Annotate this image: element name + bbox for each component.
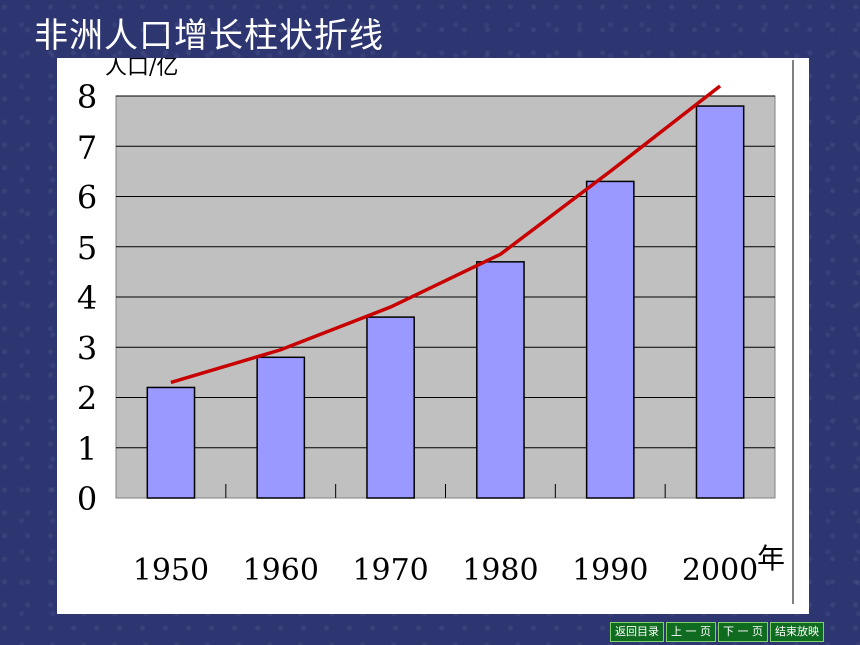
x-tick-label: 1970 xyxy=(352,553,428,588)
next-page-button[interactable]: 下 一 页 xyxy=(718,622,768,642)
end-show-button[interactable]: 结束放映 xyxy=(770,622,824,642)
y-tick-label: 0 xyxy=(77,480,97,518)
x-tick-label: 1960 xyxy=(243,553,319,588)
slide-title: 非洲人口增长柱状折线 xyxy=(34,16,384,56)
x-tick-label: 2000 xyxy=(682,553,758,588)
y-tick-label: 5 xyxy=(77,229,97,267)
y-tick-label: 1 xyxy=(77,430,97,468)
bar xyxy=(146,386,196,499)
x-tick-label: 1950 xyxy=(133,553,209,588)
y-tick-label: 3 xyxy=(77,329,97,367)
bar xyxy=(256,356,306,499)
x-tick-label: 1980 xyxy=(462,553,538,588)
y-tick-label: 4 xyxy=(77,279,97,317)
x-axis-label: 年 xyxy=(757,542,785,575)
navigation-bar: 返回目录 上 一 页 下 一 页 结束放映 xyxy=(610,622,824,642)
y-tick-label: 8 xyxy=(77,78,97,116)
previous-page-button[interactable]: 上 一 页 xyxy=(666,622,716,642)
y-tick-label: 7 xyxy=(77,128,97,166)
back-to-contents-button[interactable]: 返回目录 xyxy=(610,622,664,642)
y-axis-label: 人口/亿 xyxy=(105,58,178,80)
bar xyxy=(476,261,525,499)
y-tick-label: 6 xyxy=(77,179,97,217)
bar xyxy=(585,180,635,499)
bar xyxy=(695,105,745,499)
y-tick-label: 2 xyxy=(77,380,97,418)
trend-line xyxy=(170,84,722,385)
x-tick-label: 1990 xyxy=(572,553,648,588)
bar xyxy=(366,316,415,499)
